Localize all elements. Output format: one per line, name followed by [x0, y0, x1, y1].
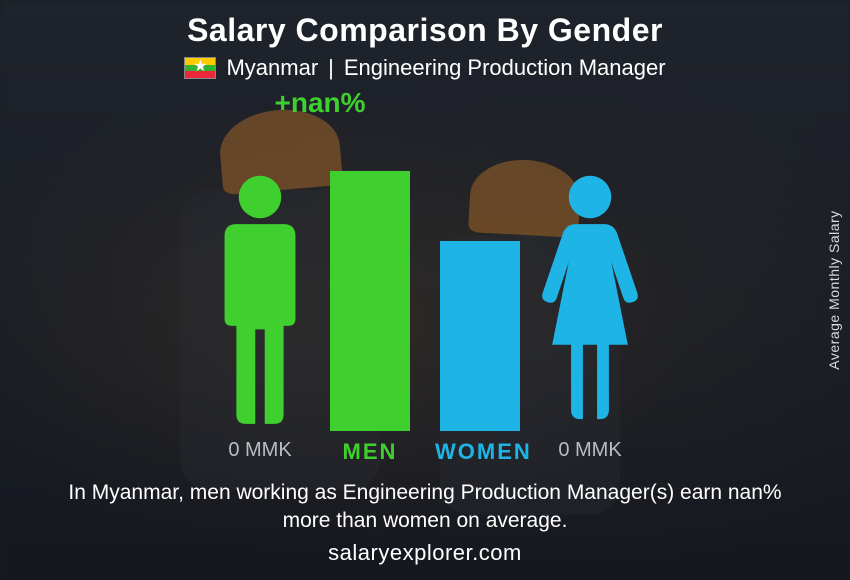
female-icon [530, 171, 650, 431]
women-icon-column [525, 91, 655, 431]
women-label: WOMEN [435, 439, 525, 465]
myanmar-flag-icon: ★ [184, 57, 216, 79]
y-axis-label-wrap: Average Monthly Salary [820, 0, 850, 580]
men-value-label: 0 MMK [195, 439, 325, 465]
women-value-label: 0 MMK [525, 439, 655, 465]
men-bar-column [325, 91, 415, 431]
chart-area: +nan% [145, 91, 705, 431]
y-axis-label: Average Monthly Salary [826, 210, 842, 369]
women-bar [440, 241, 520, 431]
women-bar-column [435, 91, 525, 431]
difference-label: +nan% [274, 87, 365, 119]
men-label: MEN [325, 439, 415, 465]
subtitle-separator: | [328, 55, 334, 81]
subtitle-country: Myanmar [226, 55, 318, 81]
men-bar [330, 171, 410, 431]
subtitle-role: Engineering Production Manager [344, 55, 666, 81]
page-title: Salary Comparison By Gender [187, 12, 663, 49]
men-icon-column [195, 91, 325, 431]
labels-row: 0 MMK MEN WOMEN 0 MMK [145, 439, 705, 465]
subtitle-row: ★ Myanmar | Engineering Production Manag… [184, 55, 665, 81]
description-text: In Myanmar, men working as Engineering P… [45, 479, 805, 536]
male-icon [200, 171, 320, 431]
footer-source: salaryexplorer.com [0, 540, 850, 566]
infographic-container: Salary Comparison By Gender ★ Myanmar | … [0, 0, 850, 580]
